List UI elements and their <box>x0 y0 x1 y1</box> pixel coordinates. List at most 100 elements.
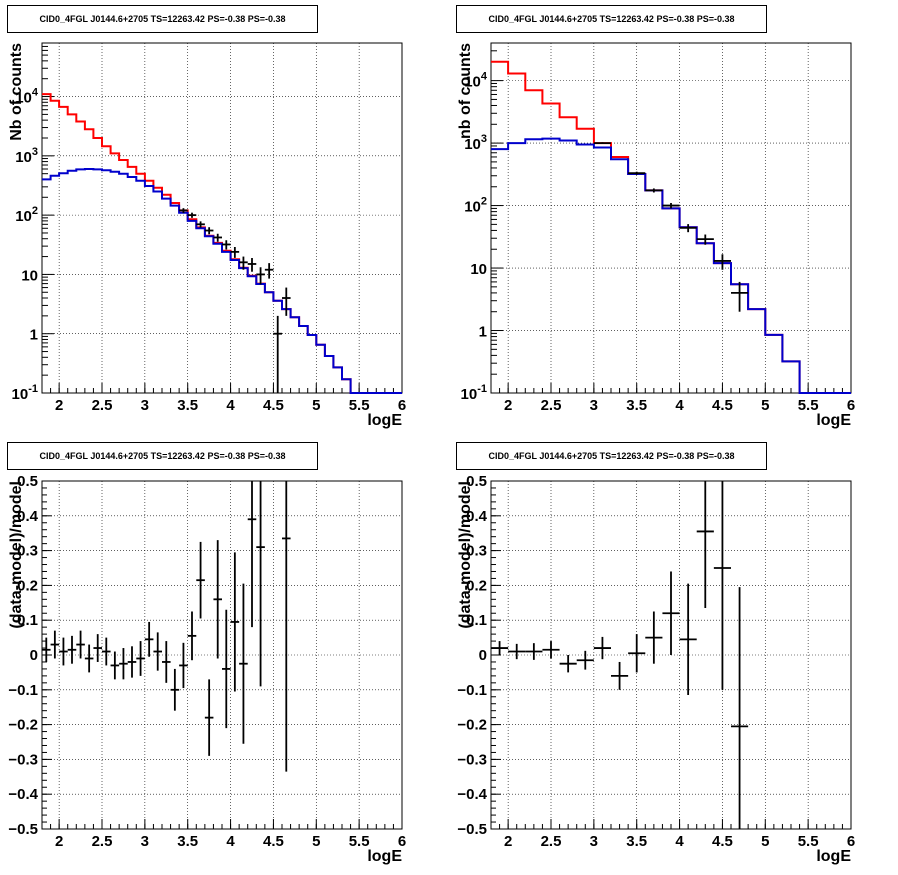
y-tick-label: 0.2 <box>466 577 487 594</box>
plot-frame <box>41 42 403 394</box>
data-point <box>179 208 188 213</box>
grid <box>42 43 403 394</box>
residual-point <box>187 611 197 661</box>
chart-counts-left: 2 2.5 3 3.5 4 4.5 5 5.5 6 10-1 1 10 102 103 104 logE Nb … <box>8 42 406 429</box>
residual-point <box>508 643 526 660</box>
y-tick-label: 104 <box>464 71 488 91</box>
residual-point <box>679 583 697 696</box>
x-tick-label: 2 <box>504 397 512 414</box>
x-tick-label: 3 <box>141 833 149 850</box>
residual-point <box>170 668 180 711</box>
x-tick-label: 5.5 <box>349 397 370 414</box>
y-tick-label: 0.5 <box>466 473 487 490</box>
residual-point <box>576 650 594 670</box>
y-tick-label: −0.2 <box>457 717 487 734</box>
x-tick-label: 6 <box>398 397 406 414</box>
x-axis-label: logE <box>816 848 851 865</box>
x-tick-label: 4.5 <box>712 833 733 850</box>
residual-point <box>196 541 205 619</box>
residual-point <box>153 632 162 671</box>
data-point <box>731 281 749 312</box>
data-point <box>696 234 714 245</box>
histogram-series <box>491 60 851 394</box>
y-axis-label: (data-model)/model <box>457 481 474 629</box>
plot-title: CID0_4FGL J0144.6+2705 TS=12263.42 PS=-0… <box>7 5 318 33</box>
y-tick-label: 102 <box>15 205 38 225</box>
x-tick-label: 2.5 <box>92 833 113 850</box>
residual-point <box>144 621 154 657</box>
residual-point <box>628 634 646 673</box>
plot-pad-top-left: CID0_4FGL J0144.6+2705 TS=12263.42 PS=-0… <box>0 0 449 438</box>
y-tick-label: 0 <box>30 647 38 664</box>
residual-point <box>84 644 94 673</box>
residual-point <box>713 481 731 690</box>
data-point <box>196 221 205 228</box>
plot-title: CID0_4FGL J0144.6+2705 TS=12263.42 PS=-0… <box>456 442 767 470</box>
y-tick-label: 103 <box>464 133 487 153</box>
x-tick-label: 3.5 <box>626 397 647 414</box>
y-tick-label: −0.3 <box>457 751 487 768</box>
data-point <box>222 240 231 250</box>
y-tick-label: 0.4 <box>17 508 39 525</box>
y-tick-label: −0.4 <box>8 786 38 803</box>
data-point <box>187 212 197 218</box>
residual-point <box>204 679 214 756</box>
plot-frame <box>41 480 403 830</box>
residual-point <box>127 646 137 678</box>
data-point <box>230 247 240 258</box>
data-point <box>264 263 274 279</box>
x-tick-label: 3 <box>590 397 598 414</box>
x-tick-label: 2.5 <box>541 397 562 414</box>
x-tick-label: 5 <box>761 833 769 850</box>
histogram-series <box>42 168 402 394</box>
data-point <box>713 254 731 270</box>
plot-area <box>491 481 749 829</box>
x-axis-label: logE <box>816 412 851 429</box>
y-tick-label: 102 <box>464 196 487 216</box>
plot-area <box>42 93 402 394</box>
x-tick-label: 4.5 <box>712 397 733 414</box>
x-tick-label: 5.5 <box>798 833 819 850</box>
grid <box>42 480 403 830</box>
x-tick-label: 4 <box>675 833 684 850</box>
x-tick-label: 2 <box>504 833 512 850</box>
residual-point <box>645 611 663 664</box>
residual-point <box>42 637 51 662</box>
plot-area <box>42 481 291 772</box>
plot-frame <box>490 42 852 394</box>
data-point <box>662 202 680 209</box>
residual-point <box>247 481 257 628</box>
y-axis-label: Nb of counts <box>8 43 25 141</box>
x-tick-label: 5 <box>761 397 769 414</box>
y-tick-label: 0.4 <box>466 508 488 525</box>
plot-pad-bottom-right: CID0_4FGL J0144.6+2705 TS=12263.42 PS=-0… <box>449 438 898 875</box>
data-point <box>273 315 282 393</box>
residual-point <box>50 630 60 659</box>
y-tick-label: 103 <box>15 146 38 166</box>
data-point <box>256 267 265 285</box>
x-axis-label: logE <box>367 848 402 865</box>
y-tick-label: 0 <box>479 647 487 664</box>
residual-point <box>119 648 128 680</box>
x-tick-label: 3 <box>141 397 149 414</box>
x-tick-label: 3.5 <box>177 833 198 850</box>
y-axis-label: nb of counts <box>457 43 474 139</box>
residual-point <box>696 481 714 609</box>
data-point <box>239 256 248 270</box>
residual-point <box>662 571 680 655</box>
y-tick-label: −0.5 <box>8 821 38 838</box>
residual-point <box>179 642 188 689</box>
x-tick-label: 4 <box>675 397 684 414</box>
y-tick-label: 1 <box>479 324 487 341</box>
x-tick-label: 6 <box>847 397 855 414</box>
y-tick-label: 0.3 <box>466 543 487 560</box>
x-tick-label: 2 <box>55 397 63 414</box>
data-point <box>247 258 257 272</box>
x-tick-label: 4.5 <box>263 397 284 414</box>
plot-title: CID0_4FGL J0144.6+2705 TS=12263.42 PS=-0… <box>7 442 318 470</box>
y-tick-label: −0.1 <box>8 682 38 699</box>
x-tick-label: 5 <box>312 397 320 414</box>
y-tick-label: 10-1 <box>461 383 487 403</box>
residual-point <box>611 661 629 690</box>
x-tick-label: 3 <box>590 833 598 850</box>
